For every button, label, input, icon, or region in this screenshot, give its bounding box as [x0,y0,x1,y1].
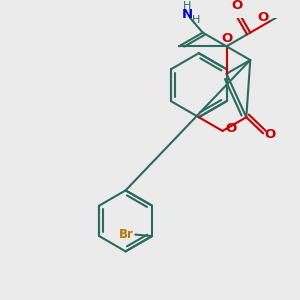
Text: O: O [257,11,269,24]
Text: Br: Br [119,228,134,241]
Text: O: O [232,0,243,12]
Text: O: O [264,128,275,141]
Text: N: N [182,8,193,22]
Text: H: H [192,16,200,26]
Text: O: O [226,122,237,135]
Text: O: O [221,32,232,45]
Text: H: H [183,1,192,11]
